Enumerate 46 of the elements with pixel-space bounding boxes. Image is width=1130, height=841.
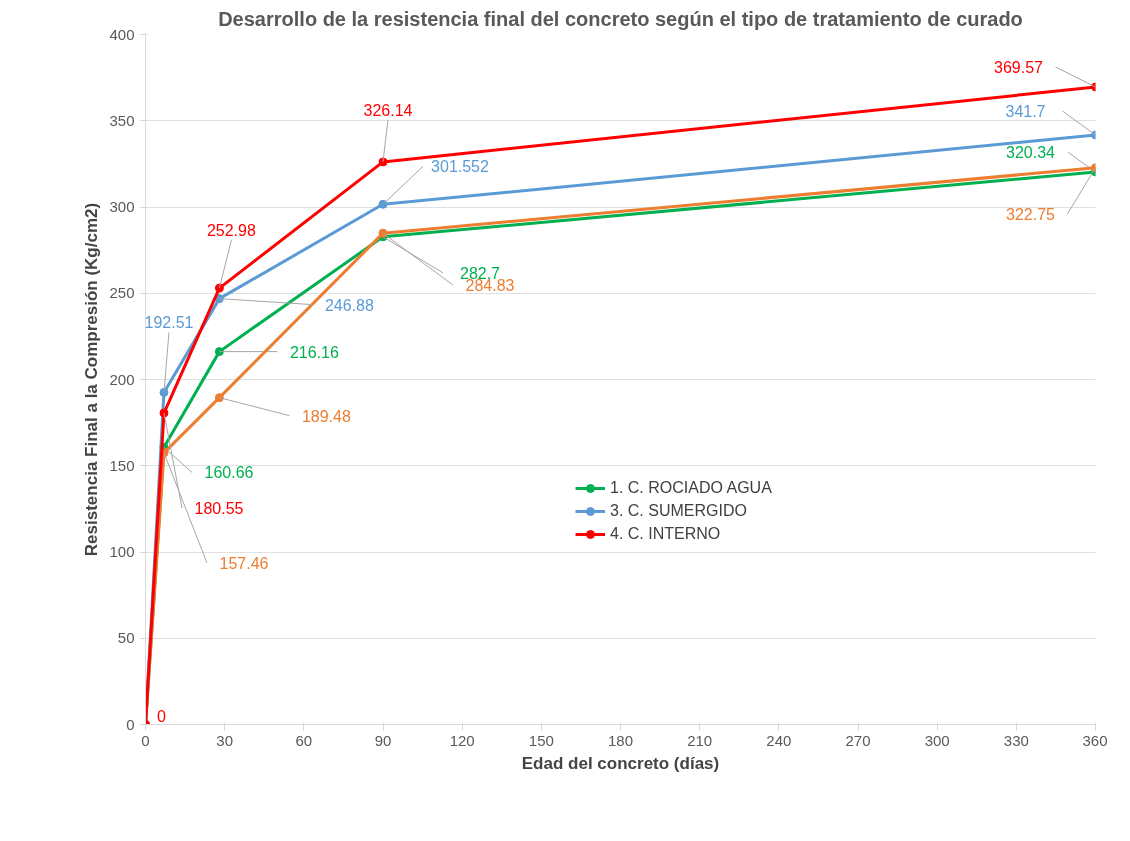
y-tick-label: 200 bbox=[109, 370, 135, 388]
x-tick-label: 270 bbox=[845, 731, 871, 749]
legend-label: 1. C. ROCIADO AGUA bbox=[610, 479, 772, 497]
y-tick-label: 300 bbox=[109, 198, 135, 215]
data-label: 216.16 bbox=[289, 343, 339, 361]
y-tick-label: 350 bbox=[109, 111, 135, 129]
x-tick-label: 180 bbox=[607, 731, 634, 749]
x-tick-label: 210 bbox=[687, 731, 713, 749]
data-label: 160.66 bbox=[204, 464, 254, 482]
x-axis-title: Edad del concreto (días) bbox=[521, 753, 720, 773]
y-axis-title: Resistencia Final a la Compresión (Kg/cm2) bbox=[82, 202, 102, 557]
y-tick-label: 100 bbox=[109, 543, 135, 560]
data-label: 284.83 bbox=[465, 277, 515, 295]
data-label: 157.46 bbox=[219, 554, 269, 572]
x-tick-label: 30 bbox=[216, 731, 234, 749]
data-label: 326.14 bbox=[363, 101, 413, 119]
legend-label: 3. C. SUMERGIDO bbox=[610, 502, 747, 520]
y-tick-label: 150 bbox=[109, 456, 135, 474]
data-label: 301.552 bbox=[431, 158, 490, 176]
data-label: 341.7 bbox=[1005, 103, 1046, 121]
x-tick-label: 60 bbox=[295, 731, 313, 749]
x-tick-label: 120 bbox=[449, 731, 475, 749]
chart-title: Desarrollo de la resistencia final del concreto según el tipo de tratamiento de curado bbox=[218, 7, 1023, 30]
data-label: 180.55 bbox=[194, 500, 244, 518]
x-tick-label: 300 bbox=[924, 731, 950, 749]
data-label: 246.88 bbox=[324, 296, 374, 314]
data-label: 322.75 bbox=[1006, 205, 1056, 223]
data-label: 189.48 bbox=[301, 407, 351, 425]
x-tick-label: 0 bbox=[141, 731, 150, 749]
x-tick-label: 150 bbox=[528, 731, 554, 749]
x-tick-label: 90 bbox=[374, 731, 392, 749]
x-tick-label: 240 bbox=[766, 731, 792, 749]
x-tick-label: 330 bbox=[1003, 731, 1029, 749]
legend-label: 4. C. INTERNO bbox=[610, 525, 721, 543]
y-tick-label: 400 bbox=[109, 25, 135, 43]
y-tick-label: 50 bbox=[117, 629, 135, 647]
point bbox=[214, 347, 224, 357]
y-tick-label: 250 bbox=[109, 284, 135, 302]
data-label: 252.98 bbox=[206, 222, 256, 240]
point bbox=[214, 283, 224, 293]
y-tick-label: 0 bbox=[126, 715, 135, 733]
data-label: 320.34 bbox=[1006, 143, 1056, 161]
data-label: 369.57 bbox=[994, 58, 1044, 76]
x-tick-label: 360 bbox=[1082, 731, 1108, 749]
data-label: 0 bbox=[157, 707, 167, 725]
data-label: 192.51 bbox=[144, 314, 194, 332]
